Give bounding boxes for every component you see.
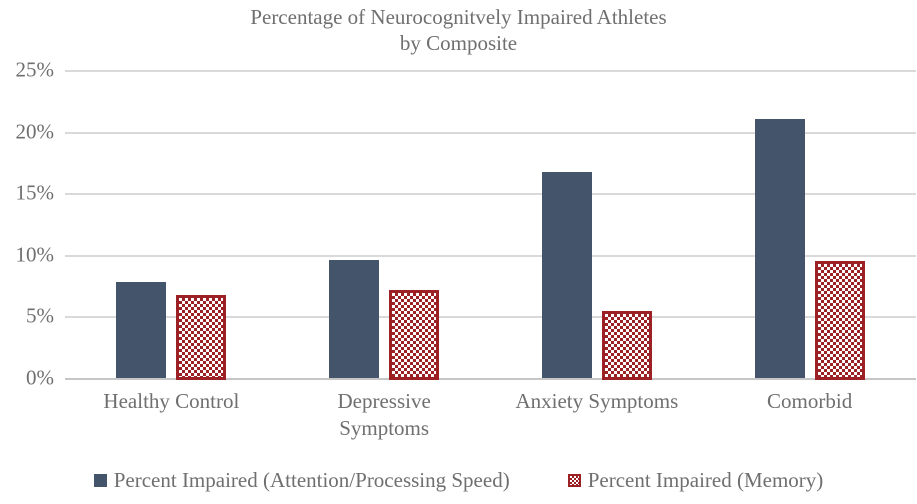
legend: Percent Impaired (Attention/Processing S… bbox=[0, 468, 917, 493]
x-axis-labels: Healthy Control Depressive Symptoms Anxiet… bbox=[65, 388, 916, 442]
bar-attention bbox=[329, 259, 380, 378]
bar-attention bbox=[116, 281, 167, 378]
category-label: Comorbid bbox=[767, 389, 853, 413]
plot-area: 0% 5% 10% 15% 20% 25% bbox=[16, 58, 916, 390]
legend-swatch-icon bbox=[567, 474, 581, 487]
gridline bbox=[65, 131, 916, 134]
bar-memory bbox=[814, 260, 865, 380]
category-label: Anxiety Symptoms bbox=[515, 389, 679, 413]
category-label: Depressive Symptoms bbox=[337, 389, 431, 440]
y-axis-tick-label: 15% bbox=[15, 180, 55, 205]
chart-title-line2: by Composite bbox=[399, 31, 518, 55]
bar-attention bbox=[541, 172, 592, 378]
x-axis-line bbox=[65, 378, 916, 380]
legend-swatch-icon bbox=[93, 474, 107, 487]
bar-group-comorbid bbox=[703, 70, 916, 380]
bar-group-anxiety-symptoms bbox=[491, 70, 704, 380]
chart-title-line1: Percentage of Neurocognitvely Impaired A… bbox=[250, 5, 667, 29]
bar-memory bbox=[176, 295, 227, 380]
legend-item: Percent Impaired (Memory) bbox=[567, 468, 824, 493]
y-axis-tick-label: 0% bbox=[26, 365, 54, 390]
bar-group-healthy-control bbox=[65, 70, 278, 380]
bar-group-depressive-symptoms bbox=[278, 70, 491, 380]
y-axis-tick-label: 10% bbox=[15, 242, 55, 267]
gridline bbox=[65, 193, 916, 196]
legend-label: Percent Impaired (Memory) bbox=[587, 468, 824, 492]
gridline bbox=[65, 70, 916, 72]
y-axis-tick-label: 20% bbox=[15, 119, 55, 144]
bar-memory bbox=[389, 290, 440, 380]
y-axis-tick-label: 25% bbox=[15, 57, 55, 82]
bar-attention bbox=[754, 119, 805, 378]
chart-title: Percentage of Neurocognitvely Impaired A… bbox=[0, 4, 917, 56]
category-label: Healthy Control bbox=[103, 389, 240, 413]
gridline bbox=[65, 254, 916, 257]
y-axis-tick-label: 5% bbox=[26, 303, 54, 328]
legend-item: Percent Impaired (Attention/Processing S… bbox=[93, 468, 510, 493]
gridline bbox=[65, 316, 916, 319]
bar-memory bbox=[601, 311, 652, 380]
bar-groups bbox=[65, 70, 916, 380]
legend-label: Percent Impaired (Attention/Processing S… bbox=[113, 468, 510, 492]
